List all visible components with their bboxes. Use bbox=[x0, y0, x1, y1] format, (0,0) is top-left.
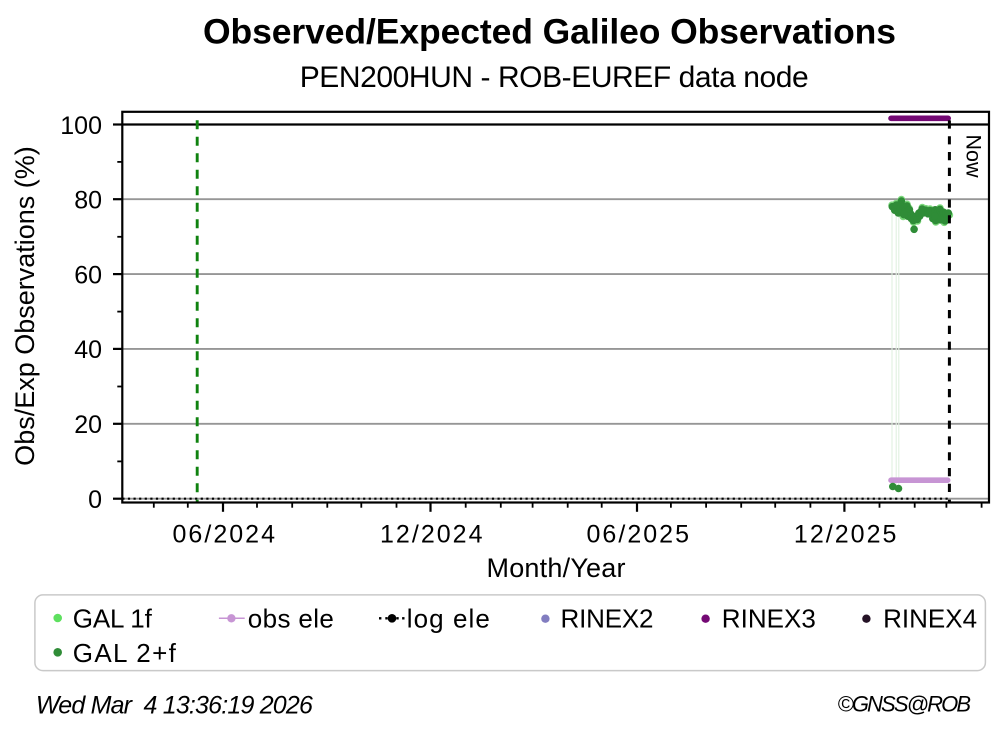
svg-text:06/2025: 06/2025 bbox=[587, 521, 690, 549]
svg-text:20: 20 bbox=[74, 411, 102, 439]
svg-text:06/2024: 06/2024 bbox=[173, 521, 276, 549]
svg-text:GAL 1f: GAL 1f bbox=[73, 604, 153, 634]
svg-text:RINEX3: RINEX3 bbox=[722, 604, 816, 634]
svg-text:Month/Year: Month/Year bbox=[487, 553, 626, 583]
svg-text:12/2025: 12/2025 bbox=[794, 521, 897, 549]
svg-text:GAL 2+f: GAL 2+f bbox=[73, 638, 177, 668]
svg-text:Observed/Expected Galileo Obse: Observed/Expected Galileo Observations bbox=[203, 11, 896, 51]
svg-text:Obs/Exp Observations (%): Obs/Exp Observations (%) bbox=[10, 146, 40, 466]
svg-text:©GNSS@ROB: ©GNSS@ROB bbox=[838, 692, 972, 717]
svg-text:log ele: log ele bbox=[407, 604, 490, 634]
svg-text:Wed Mar 4 13:36:19 2026: Wed Mar 4 13:36:19 2026 bbox=[36, 692, 313, 720]
svg-text:100: 100 bbox=[60, 112, 102, 140]
svg-text:12/2024: 12/2024 bbox=[380, 521, 483, 549]
svg-text:60: 60 bbox=[74, 261, 102, 289]
svg-text:RINEX2: RINEX2 bbox=[561, 604, 654, 634]
svg-text:40: 40 bbox=[74, 336, 102, 364]
svg-text:RINEX4: RINEX4 bbox=[883, 604, 977, 634]
svg-text:Now: Now bbox=[962, 135, 986, 178]
svg-text:0: 0 bbox=[88, 486, 102, 514]
svg-text:PEN200HUN - ROB-EUREF data nod: PEN200HUN - ROB-EUREF data node bbox=[300, 61, 809, 94]
svg-text:80: 80 bbox=[74, 187, 102, 215]
svg-text:obs ele: obs ele bbox=[248, 604, 334, 634]
